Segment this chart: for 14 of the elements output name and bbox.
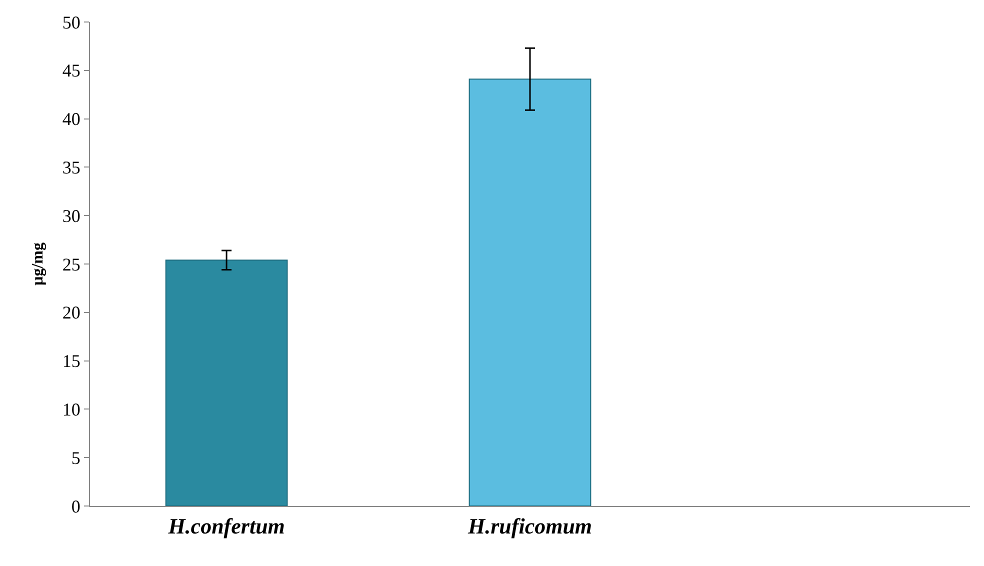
y-tick-label: 50 [62, 12, 80, 32]
y-tick-label: 20 [62, 302, 80, 323]
y-tick-label: 15 [62, 351, 80, 372]
y-tick-label: 40 [62, 109, 80, 130]
y-tick-label: 10 [62, 400, 80, 420]
y-tick-label: 25 [62, 254, 80, 274]
y-tick-label: 5 [71, 448, 80, 468]
y-tick-label: 30 [62, 206, 80, 226]
x-tick-label: H.confertum [167, 513, 285, 538]
y-tick-label: 45 [62, 60, 80, 81]
y-tick-label: 35 [62, 158, 80, 178]
x-tick-label: H.ruficomum [466, 513, 592, 538]
y-axis-title: µg/mg [29, 242, 46, 286]
y-tick-label: 0 [71, 496, 80, 516]
